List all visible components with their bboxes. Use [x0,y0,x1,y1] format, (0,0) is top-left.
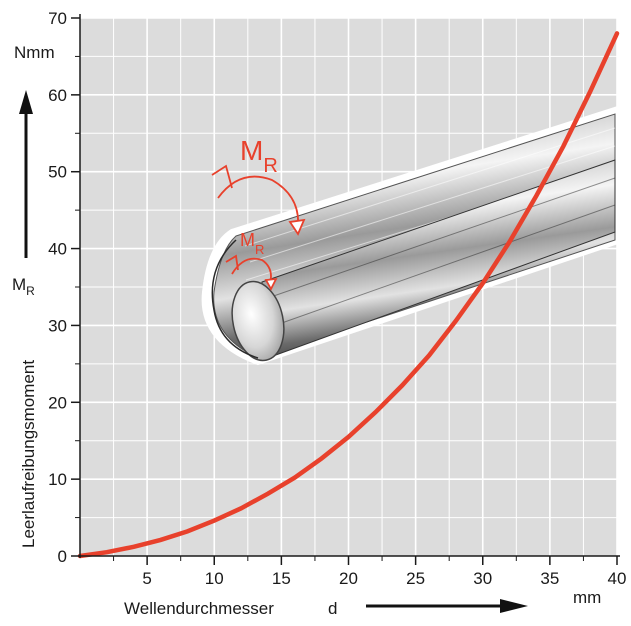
shaft-end-face [231,280,285,362]
y-tick-label: 40 [48,240,67,259]
x-tick-label: 5 [142,569,151,588]
ticks [71,17,618,565]
x-axis-label: Wellendurchmesser [124,599,274,618]
y-tick-label: 20 [48,393,67,412]
moment-arrows [211,164,306,291]
x-axis-arrow-icon [366,599,528,613]
y-unit: Nmm [14,43,55,62]
tick-labels: 5 10 15 20 25 30 35 40 0 10 20 30 40 50 60 70 [48,9,626,588]
large-moment-label: MR [240,135,278,177]
small-moment-label: MR [240,230,264,257]
y-axis-label: Leerlaufreibungsmoment [19,360,38,548]
x-tick-label: 30 [473,569,492,588]
small-moment-arrow-icon [231,257,272,285]
x-tick-label: 40 [608,569,627,588]
y-tick-label: 10 [48,470,67,489]
y-tick-label: 0 [58,547,67,566]
y-tick-label: 60 [48,86,67,105]
x-tick-label: 35 [540,569,559,588]
y-axis-arrow-icon [19,90,33,258]
x-tick-label: 10 [205,569,224,588]
friction-curve [77,31,620,559]
x-unit: mm [573,588,601,607]
x-tick-label: 15 [272,569,291,588]
y-tick-label: 70 [48,9,67,28]
y-symbol: MR [12,275,35,298]
x-tick-label: 25 [406,569,425,588]
x-symbol: d [328,599,337,618]
y-tick-label: 50 [48,163,67,182]
y-tick-label: 30 [48,316,67,335]
x-tick-label: 20 [339,569,358,588]
